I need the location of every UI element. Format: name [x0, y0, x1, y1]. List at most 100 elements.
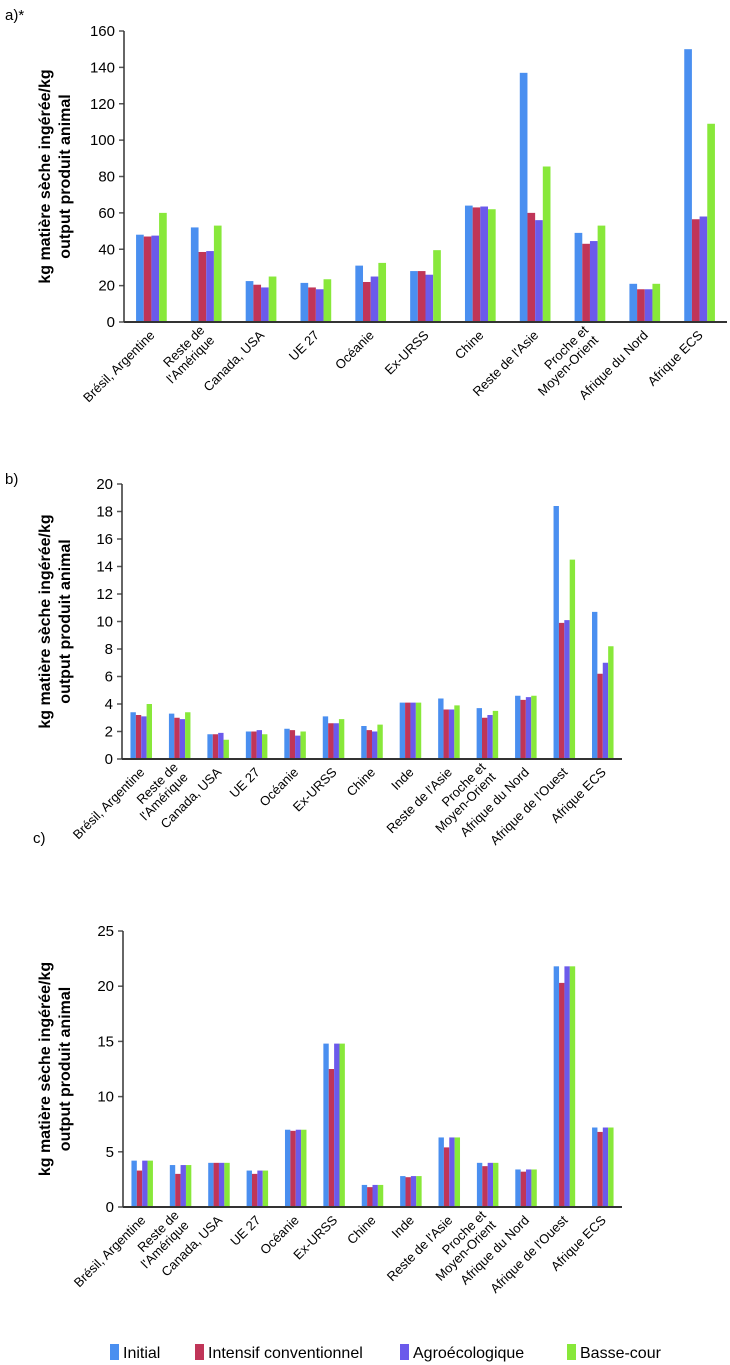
chart-panel-b: b) kg matière sèche ingérée/kg output prod… [5, 471, 622, 848]
bar-basse-cour [597, 225, 606, 322]
bar-agro-cologique [480, 206, 488, 322]
y-axis-label-line: output produit animal [57, 539, 74, 703]
bar-initial [208, 1162, 214, 1207]
bar-intensif-conventionnel [597, 1131, 603, 1207]
bar-basse-cour [542, 166, 551, 322]
x-tick-label-line: Ex-URSS [382, 327, 432, 377]
bar-initial [476, 1162, 483, 1207]
bar-basse-cour [223, 739, 229, 759]
legend-label: Intensif conventionnel [208, 1345, 363, 1362]
x-tick-label-line: Chine [344, 1213, 379, 1248]
y-tick-label: 10 [97, 1089, 114, 1106]
y-axis-label-line: output produit animal [57, 94, 74, 258]
bar-intensif-conventionnel [174, 717, 180, 759]
bar-initial [438, 698, 444, 759]
bar-intensif-conventionnel [328, 1069, 335, 1207]
bar-initial [300, 282, 309, 322]
bar-agro-cologique [295, 735, 301, 759]
bar-intensif-conventionnel [135, 715, 142, 759]
y-tick-label: 18 [96, 504, 113, 521]
bar-agro-cologique [142, 1160, 148, 1207]
bar-basse-cour [185, 712, 191, 759]
bar-agro-cologique [564, 966, 570, 1207]
x-tick-label-line: UE 27 [286, 328, 322, 364]
bar-initial [136, 234, 144, 322]
bar-basse-cour [569, 966, 576, 1207]
x-tick-label-line: Chine [343, 765, 378, 800]
bar-intensif-conventionnel [417, 271, 426, 322]
bar-basse-cour [608, 1127, 614, 1207]
bar-basse-cour [416, 1176, 422, 1207]
bar-initial [190, 227, 199, 322]
y-tick-label: 20 [97, 978, 114, 995]
bar-initial [574, 232, 583, 322]
bar-agro-cologique [410, 1176, 417, 1207]
bar-basse-cour [323, 279, 332, 322]
bar-initial [169, 1165, 176, 1207]
bar-agro-cologique [295, 1129, 302, 1207]
y-tick-label: 25 [97, 923, 114, 940]
bar-initial [629, 283, 638, 322]
chart-panel-c: c) kg matière sèche ingérée/kg output prod… [33, 830, 622, 1296]
x-tick-label: Chine [344, 1213, 379, 1248]
bar-basse-cour [487, 209, 496, 322]
bar-initial [684, 49, 692, 322]
bar-agro-cologique [334, 1043, 340, 1207]
bar-intensif-conventionnel [582, 243, 590, 322]
x-tick-label: Océanie [332, 328, 377, 373]
x-tick-label: Chine [343, 765, 378, 800]
y-tick-label: 16 [96, 531, 113, 548]
y-tick-label: 0 [106, 1199, 114, 1216]
bar-agro-cologique [218, 732, 224, 759]
bar-intensif-conventionnel [143, 236, 152, 322]
bar-intensif-conventionnel [527, 212, 536, 322]
bar-initial [284, 1129, 291, 1207]
y-axis-label: kg matière sèche ingérée/kg output produi… [37, 514, 74, 728]
bar-basse-cour [339, 1043, 345, 1207]
bar-intensif-conventionnel [482, 1166, 488, 1207]
bar-intensif-conventionnel [520, 699, 526, 759]
bar-initial [476, 708, 482, 759]
bar-agro-cologique [526, 1169, 532, 1207]
bar-agro-cologique [564, 620, 570, 759]
x-tick-label-line: Inde [388, 765, 417, 794]
bar-basse-cour [492, 710, 499, 759]
bar-basse-cour [454, 1137, 461, 1207]
bar-basse-cour [262, 734, 268, 759]
bar-intensif-conventionnel [597, 673, 603, 759]
bar-intensif-conventionnel [198, 251, 207, 322]
bar-agro-cologique [261, 287, 269, 322]
bar-initial [515, 695, 521, 759]
bar-agro-cologique [370, 276, 379, 322]
bar-initial [399, 702, 406, 759]
bar-initial [284, 728, 290, 759]
bar-basse-cour [377, 724, 383, 759]
bar-agro-cologique [699, 216, 708, 322]
bar-intensif-conventionnel [691, 219, 700, 322]
bar-initial [361, 1184, 368, 1207]
bar-initial [592, 611, 598, 759]
bar-agro-cologique [602, 662, 609, 759]
bar-basse-cour [415, 702, 422, 759]
legend-swatch [400, 1344, 409, 1360]
bar-agro-cologique [257, 1170, 263, 1207]
bar-basse-cour [493, 1162, 499, 1207]
x-tick-label: UE 27 [286, 328, 322, 364]
x-tick-label-line: Brésil, Argentine [71, 1213, 149, 1291]
y-axis-label-line: kg matière sèche ingérée/kg [37, 69, 54, 283]
bar-initial [438, 1137, 444, 1207]
bar-agro-cologique [333, 723, 339, 759]
bar-initial [464, 205, 473, 322]
bar-basse-cour [433, 250, 441, 322]
y-tick-label: 80 [98, 169, 115, 186]
y-tick-label: 8 [105, 641, 113, 658]
bar-initial [322, 716, 329, 759]
legend-item: Initial [110, 1344, 160, 1362]
bar-basse-cour [531, 695, 537, 759]
bar-basse-cour [159, 212, 167, 322]
bar-intensif-conventionnel [443, 709, 449, 759]
x-tick-label-line: Océanie [332, 328, 377, 373]
bar-intensif-conventionnel [482, 717, 488, 759]
bar-basse-cour [262, 1170, 269, 1207]
bar-intensif-conventionnel [290, 1130, 296, 1207]
